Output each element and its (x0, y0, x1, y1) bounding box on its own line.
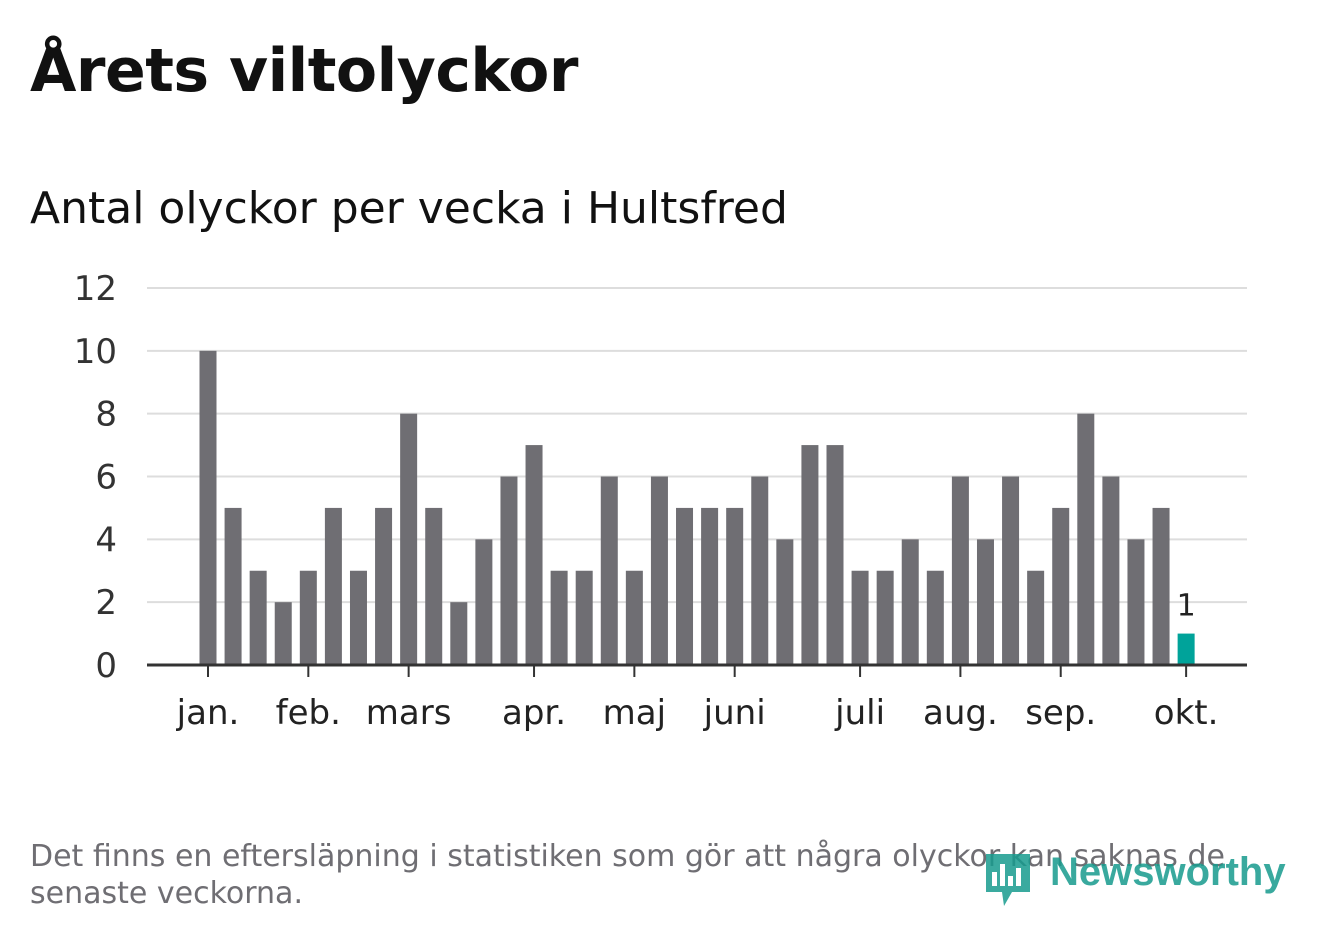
bar (826, 445, 844, 665)
brand-name: Newsworthy (1050, 850, 1286, 894)
bar (1002, 476, 1020, 665)
x-tick-label: juli (834, 693, 885, 733)
bar (701, 507, 719, 665)
x-tick-label: jan. (176, 693, 240, 733)
y-tick-label: 2 (95, 583, 117, 623)
bar (801, 445, 819, 665)
bar (751, 476, 769, 665)
y-tick-label: 6 (95, 458, 117, 498)
bar (349, 570, 367, 665)
brand-logo: Newsworthy (982, 848, 1302, 910)
bar (876, 570, 894, 665)
bar (575, 570, 593, 665)
bar (450, 602, 468, 665)
bar (726, 507, 744, 665)
bar (425, 507, 443, 665)
bar-chart-speech-icon (986, 854, 1030, 906)
bar (926, 570, 944, 665)
bar (199, 350, 217, 665)
chart-title: Årets viltolyckor (30, 36, 579, 106)
bar (600, 476, 618, 665)
y-tick-label: 4 (95, 520, 117, 560)
x-tick-label: feb. (276, 693, 341, 733)
x-tick-label: aug. (923, 693, 998, 733)
x-tick-label: mars (366, 693, 452, 733)
bar (1102, 476, 1120, 665)
bar (676, 507, 694, 665)
bar (1027, 570, 1045, 665)
chart-subtitle: Antal olyckor per vecka i Hultsfred (30, 183, 788, 234)
bar (274, 602, 292, 665)
bar (650, 476, 668, 665)
bar (851, 570, 869, 665)
bar (375, 507, 393, 665)
y-tick-label: 0 (95, 646, 117, 686)
bar (500, 476, 518, 665)
bar (400, 413, 418, 665)
bar (1127, 539, 1145, 665)
bar (1052, 507, 1070, 665)
bar (324, 507, 342, 665)
bar (951, 476, 969, 665)
x-tick-label: apr. (502, 693, 566, 733)
bar (525, 445, 543, 665)
bar (299, 570, 317, 665)
bar (976, 539, 994, 665)
x-tick-label: okt. (1154, 693, 1219, 733)
x-tick-label: juni (703, 693, 766, 733)
bar (625, 570, 643, 665)
y-tick-label: 10 (74, 332, 117, 372)
bar (224, 507, 242, 665)
bar (776, 539, 794, 665)
bar (550, 570, 568, 665)
x-tick-label: maj (603, 693, 666, 733)
bar (1077, 413, 1095, 665)
x-tick-label: sep. (1025, 693, 1096, 733)
bar (475, 539, 493, 665)
y-tick-label: 12 (74, 269, 117, 309)
data-label: 1 (1177, 589, 1196, 624)
bar (1177, 633, 1195, 665)
y-tick-label: 8 (95, 395, 117, 435)
bar (249, 570, 267, 665)
bar (901, 539, 919, 665)
bar (1152, 507, 1170, 665)
